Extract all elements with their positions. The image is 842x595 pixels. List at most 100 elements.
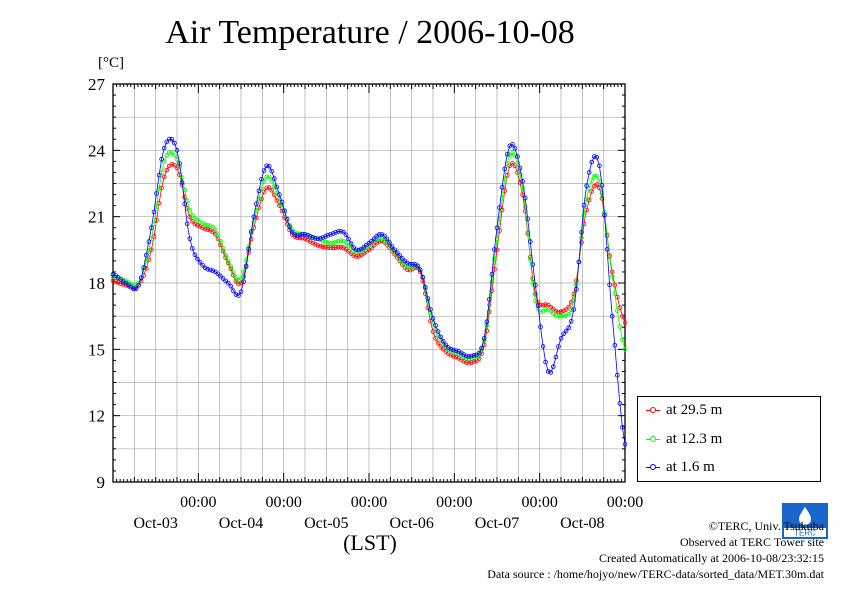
series-point	[499, 196, 505, 201]
series-point	[397, 253, 403, 258]
series-point	[492, 247, 497, 252]
y-tick-labels: 9 12 15 18 21 24 27	[88, 75, 106, 492]
series-point	[223, 252, 228, 258]
series-point	[558, 335, 564, 341]
series-point	[481, 335, 487, 341]
series-point	[484, 319, 490, 325]
series-point	[271, 176, 277, 181]
series-point	[556, 313, 561, 319]
series-point	[287, 224, 292, 230]
series-point	[215, 271, 221, 277]
series-point	[415, 263, 420, 269]
series-point	[563, 328, 569, 334]
series-point	[504, 152, 510, 157]
series-point	[351, 248, 356, 254]
series-point	[448, 346, 454, 352]
series-point	[348, 241, 354, 246]
series-point	[202, 226, 208, 232]
series-point	[233, 275, 239, 280]
series-point	[420, 274, 426, 280]
series-point	[376, 236, 382, 242]
series-point	[323, 239, 328, 245]
series-point	[438, 334, 444, 340]
series-point	[197, 259, 203, 265]
series-point	[612, 282, 618, 288]
series-point	[486, 302, 492, 308]
y-axis-unit: [°C]	[98, 55, 124, 71]
series-point	[502, 176, 508, 182]
series-point	[622, 320, 628, 326]
series-point	[561, 313, 566, 319]
series-point	[200, 225, 205, 231]
series-point	[412, 262, 418, 267]
series-point	[208, 267, 213, 273]
series-point	[510, 150, 515, 155]
footer-source: Data source : /home/hojyo/new/TERC-data/…	[487, 567, 824, 581]
series-point	[144, 258, 149, 264]
series-point	[202, 222, 208, 228]
grid	[113, 84, 625, 482]
series-point	[558, 309, 564, 315]
series-point	[169, 150, 175, 155]
series-point	[463, 353, 469, 359]
series-point	[407, 261, 413, 267]
series-point	[164, 153, 170, 158]
series-point	[581, 213, 587, 218]
legend-item-29-5m: at 29.5 m	[646, 399, 722, 421]
series-point	[208, 228, 213, 233]
series-point	[440, 338, 446, 344]
series-point	[169, 137, 175, 142]
series-point	[599, 183, 605, 188]
series-point	[597, 185, 602, 191]
series-point	[397, 256, 403, 262]
series-point	[218, 238, 223, 244]
series-point	[330, 231, 336, 236]
series-point	[530, 262, 536, 267]
legend-label: at 1.6 m	[666, 458, 715, 475]
series-point	[335, 238, 341, 244]
y-tick-label: 12	[88, 407, 105, 426]
series-point	[545, 369, 551, 374]
series-point	[494, 247, 500, 253]
series-point	[233, 278, 239, 284]
series-point	[159, 185, 164, 191]
x-tick-label-time: 00:00	[436, 494, 472, 511]
series-point	[568, 318, 574, 324]
series-point	[266, 164, 272, 169]
series-point	[351, 245, 356, 250]
series-point	[333, 239, 339, 245]
series-point	[617, 401, 623, 406]
series-point	[241, 279, 246, 285]
series-point	[389, 244, 395, 249]
series-point	[269, 168, 275, 174]
footer: ©TERC, Univ. Tsukuba Observed at TERC To…	[487, 518, 824, 582]
series-point	[141, 265, 147, 270]
series-point	[167, 150, 172, 155]
series-point	[161, 174, 167, 180]
series-point	[553, 312, 559, 318]
series-point	[228, 264, 234, 269]
series-point	[156, 172, 162, 178]
series-point	[251, 214, 257, 220]
series-point	[220, 276, 226, 281]
series-point	[320, 244, 326, 250]
series-point	[591, 154, 597, 159]
series-point	[251, 218, 257, 224]
series-point	[499, 207, 505, 213]
series-point	[177, 161, 182, 166]
series-point	[597, 163, 602, 169]
series-point	[264, 174, 269, 180]
series-point	[453, 348, 459, 354]
series-point	[543, 359, 548, 365]
x-tick-label-time: 00:00	[521, 494, 557, 511]
series-point	[205, 266, 211, 272]
series-point	[484, 328, 490, 334]
series-point	[274, 184, 280, 190]
series-point	[338, 229, 344, 234]
series-point	[494, 225, 500, 231]
series-point	[335, 244, 341, 250]
series-point	[266, 174, 272, 180]
series-point	[179, 175, 185, 180]
series-point	[243, 264, 249, 270]
series-point	[228, 283, 234, 289]
